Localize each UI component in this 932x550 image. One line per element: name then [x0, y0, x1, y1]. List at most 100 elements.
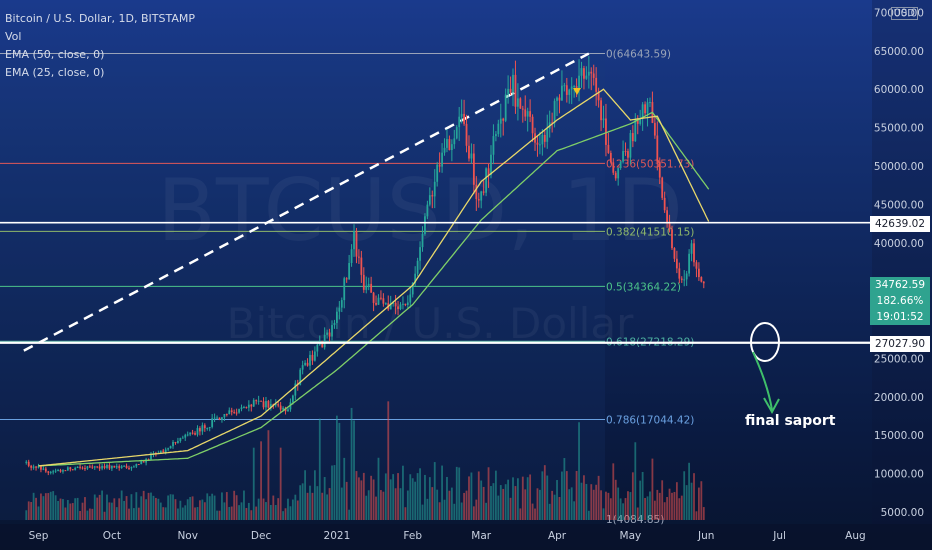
- volume-bar: [526, 477, 529, 520]
- candle: [323, 334, 326, 348]
- volume-bar: [291, 499, 294, 520]
- volume-bar: [206, 493, 209, 520]
- volume-bar: [223, 502, 226, 520]
- volume-bar: [463, 492, 465, 520]
- candle: [394, 302, 397, 307]
- volume-bar: [563, 458, 566, 520]
- candle: [629, 133, 632, 158]
- candle: [590, 71, 593, 74]
- volume-bar: [443, 499, 446, 520]
- candle: [353, 231, 355, 250]
- candle: [108, 465, 111, 469]
- volume-bar: [614, 479, 617, 520]
- marker-triangle: [573, 88, 581, 95]
- volume-bar: [490, 486, 492, 520]
- candle: [294, 383, 297, 396]
- candle: [88, 466, 91, 468]
- volume-bar: [289, 506, 292, 520]
- candle: [159, 450, 162, 453]
- volume-bar: [592, 489, 595, 520]
- x-axis-label: Apr: [548, 530, 567, 542]
- candle: [184, 434, 187, 438]
- volume-bar: [519, 508, 522, 520]
- candle: [683, 279, 686, 281]
- candle: [531, 116, 534, 134]
- currency-label[interactable]: USD: [890, 7, 918, 20]
- fib-label: 0.382(41510.15): [606, 226, 694, 238]
- candle: [69, 467, 72, 470]
- candle: [309, 354, 311, 366]
- volume-bar: [323, 477, 326, 520]
- volume-bar: [465, 490, 468, 520]
- candle: [245, 407, 248, 409]
- watermark-name: Bitcoin / U.S. Dollar: [227, 299, 634, 348]
- volume-bar: [641, 471, 644, 520]
- candle: [333, 322, 336, 326]
- candle: [514, 74, 517, 107]
- candle: [230, 410, 233, 413]
- volume-bar: [600, 490, 602, 520]
- candle: [595, 77, 598, 92]
- candle: [433, 181, 436, 197]
- candle: [47, 471, 50, 473]
- volume-bar: [397, 473, 399, 520]
- volume-bar: [516, 478, 519, 520]
- candle: [553, 100, 556, 123]
- candle: [277, 404, 280, 406]
- candle: [438, 164, 441, 167]
- volume-bar: [668, 488, 671, 520]
- candle: [340, 300, 343, 308]
- candle: [485, 168, 487, 193]
- volume-bar: [199, 500, 201, 520]
- volume-bar: [507, 479, 510, 520]
- candle: [57, 469, 59, 471]
- volume-bar: [578, 422, 580, 520]
- volume-bar: [265, 502, 267, 520]
- volume-bar: [468, 476, 470, 520]
- volume-bar: [177, 508, 179, 520]
- candle: [649, 101, 651, 103]
- volume-bar: [524, 489, 527, 520]
- volume-bar: [590, 484, 593, 520]
- candle: [265, 400, 267, 408]
- volume-bar: [267, 430, 270, 520]
- candle: [529, 111, 532, 117]
- candle: [358, 256, 360, 258]
- candle: [384, 303, 387, 305]
- candle: [382, 298, 385, 304]
- volume-bar: [115, 507, 118, 520]
- volume-bar: [76, 497, 79, 520]
- volume-bar: [250, 510, 253, 520]
- candle: [335, 311, 338, 323]
- volume-bar: [221, 492, 223, 520]
- candle: [609, 152, 612, 163]
- volume-bar: [651, 458, 654, 520]
- candle: [32, 466, 35, 468]
- volume-bar: [262, 498, 265, 520]
- candle: [98, 466, 101, 469]
- volume-bar: [304, 470, 307, 520]
- candle: [504, 94, 507, 121]
- vol-indicator-label[interactable]: Vol: [5, 30, 22, 43]
- volume-bar: [294, 494, 297, 520]
- volume-bar: [181, 507, 184, 520]
- volume-bar: [624, 498, 627, 520]
- volume-bar: [86, 510, 89, 520]
- volume-bar: [345, 481, 348, 520]
- volume-bar: [446, 476, 448, 520]
- candle: [675, 258, 678, 269]
- volume-bar: [179, 500, 182, 520]
- ema50-indicator-label[interactable]: EMA (50, close, 0): [5, 48, 105, 61]
- volume-bar: [333, 465, 336, 520]
- ema25-indicator-label[interactable]: EMA (25, close, 0): [5, 66, 105, 79]
- volume-bar: [186, 499, 189, 520]
- candle: [673, 248, 676, 259]
- candle: [238, 409, 240, 413]
- volume-bar: [585, 483, 588, 520]
- volume-bar: [338, 422, 341, 520]
- volume-bar: [37, 506, 40, 520]
- candle: [509, 88, 512, 93]
- volume-bar: [284, 508, 287, 520]
- candle: [71, 469, 74, 471]
